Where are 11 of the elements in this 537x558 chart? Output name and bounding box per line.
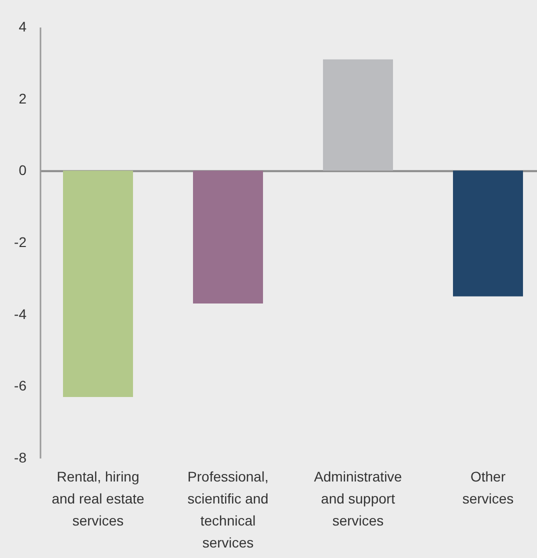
x-tick-label: Rental, hiring and real estate services [52, 468, 145, 528]
y-tick-label: 4 [18, 18, 27, 34]
y-tick-label: -4 [14, 306, 27, 322]
y-tick-label: -2 [14, 234, 27, 250]
y-tick-label: 0 [18, 162, 27, 178]
x-tick-label: Other services [462, 468, 514, 506]
y-tick-label: 2 [18, 90, 27, 106]
y-tick-label: -6 [14, 378, 27, 394]
x-tick-label: Administrative and support services [314, 468, 402, 528]
x-tick-label: Professional, scientific and technical services [188, 468, 268, 550]
y-tick-label: -8 [14, 450, 27, 466]
